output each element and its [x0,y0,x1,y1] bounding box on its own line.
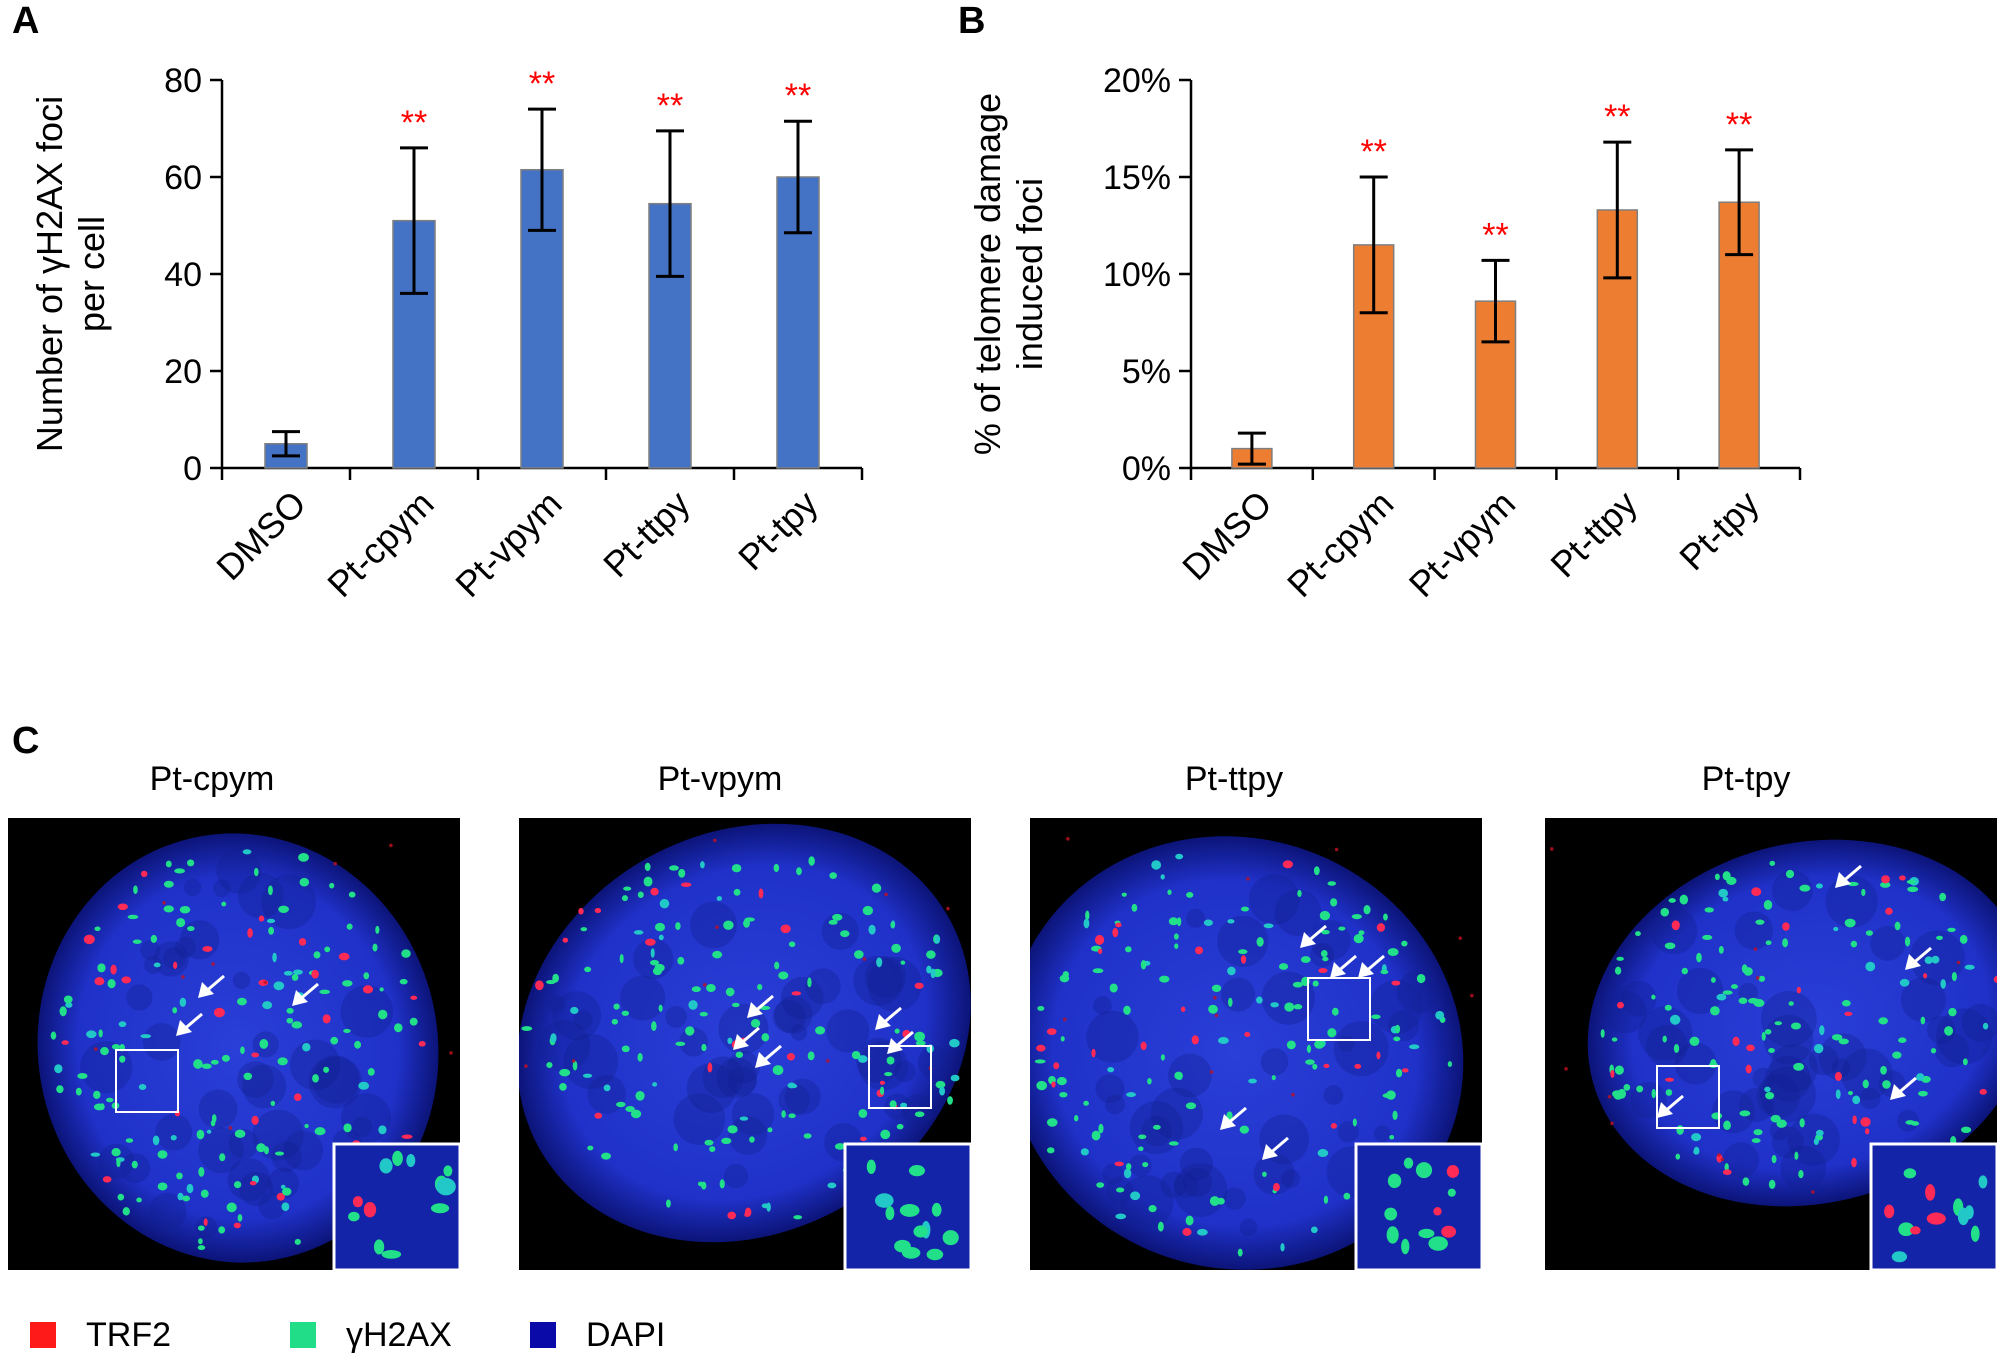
error-bar [528,107,556,232]
x-tick-label: Pt-cpym [1279,483,1401,605]
nucleus-dapi [1030,836,1464,1270]
zoom-region-box [868,1045,932,1109]
y-tick-label: 60 [164,159,202,197]
error-bar [272,430,300,458]
significance-marker: ** [1360,133,1386,171]
foci [1600,860,1997,1189]
zoom-inset [843,1142,971,1270]
arrow-marker [1300,924,1327,948]
y-tick-label: 20% [1103,62,1171,100]
error-bar [1481,258,1510,344]
image-title-pt-cpym: Pt-cpym [149,760,275,798]
arrow-marker [1890,1076,1917,1100]
image-title-pt-vpym: Pt-vpym [657,760,783,798]
y-tick-label: 10% [1103,256,1171,294]
micrograph-pt-vpym [519,818,971,1270]
zoom-inset [1354,1142,1482,1270]
significance-marker: ** [1726,106,1752,144]
micrograph-pt-tpy [1545,818,1997,1270]
legend-label-dapi: DAPI [586,1315,666,1354]
x-tick-label: Pt-ttpy [1542,483,1645,586]
error-bar [656,129,684,278]
y-axis-label: induced foci [1009,178,1050,370]
micrograph-pt-ttpy [1030,818,1482,1270]
y-tick-label: 20 [164,353,202,391]
error-bar [1603,140,1632,280]
micrograph-pt-cpym [8,818,460,1270]
image-title-pt-tpy: Pt-tpy [1701,760,1791,798]
arrow-marker [176,1012,203,1036]
legend-swatch-gh2ax [290,1322,316,1348]
arrow-marker [747,994,774,1018]
chart-b: 0% 5% 10% 15% 20% % of telomere damage induced… [967,62,1802,605]
legend-swatch-trf2 [30,1322,56,1348]
error-bar [400,146,428,295]
legend-item-gh2ax: γH2AX [290,1315,452,1355]
zoom-region-box [1307,977,1371,1041]
arrow-marker [292,982,319,1006]
y-tick-label: 15% [1103,159,1171,197]
y-tick-label: 5% [1122,353,1171,391]
arrow-marker [1358,954,1385,978]
panel-label-b: B [958,0,986,42]
arrow-marker [1905,946,1932,970]
arrow-marker [1330,954,1357,978]
arrow-marker [733,1026,760,1050]
arrow-marker [875,1006,902,1030]
y-tick-label: 80 [164,62,202,100]
significance-marker: ** [657,87,683,125]
nucleus-dapi [519,823,971,1243]
legend-label-trf2: TRF2 [86,1315,171,1354]
nucleus-dapi [1587,839,1997,1207]
legend-item-trf2: TRF2 [30,1315,171,1355]
image-title-pt-ttpy: Pt-ttpy [1184,760,1284,798]
x-tick-label: DMSO [1174,483,1279,588]
arrow-marker [1262,1136,1289,1160]
arrow-marker [1835,864,1862,888]
significance-marker: ** [1482,216,1508,254]
y-tick-label: 0% [1122,450,1171,488]
legend-swatch-dapi [530,1322,556,1348]
arrow-marker [887,1030,914,1054]
panel-label-a: A [12,0,40,42]
panel-label-c: C [12,720,40,762]
zoom-region-box [1656,1065,1720,1129]
significance-marker: ** [1604,98,1630,136]
zoom-region-box [115,1049,179,1113]
zoom-inset [1869,1142,1997,1270]
arrow-marker [1220,1106,1247,1130]
y-tick-label: 0 [183,450,202,488]
arrow-marker [755,1044,782,1068]
zoom-inset [332,1142,460,1270]
legend-item-dapi: DAPI [530,1315,665,1355]
x-tick-label: Pt-tpy [1671,483,1766,578]
arrow-marker [1657,1094,1684,1118]
error-bar [1725,148,1754,257]
error-bar [1237,431,1266,466]
error-bar [784,119,812,235]
y-axis-label: per cell [71,216,112,332]
foci [50,849,426,1251]
error-bar [1359,175,1388,315]
y-tick-label: 40 [164,256,202,294]
significance-marker: ** [529,65,555,103]
x-tick-label: Pt-vpym [1401,483,1523,605]
y-axis-label: % of telomere damage [967,93,1008,455]
arrow-marker [198,974,225,998]
significance-marker: ** [785,77,811,115]
legend-label-gh2ax: γH2AX [346,1315,452,1354]
bar-pt-cpym [392,219,436,469]
y-axis-label: Number of γH2AX foci [29,96,70,452]
significance-marker: ** [401,104,427,142]
